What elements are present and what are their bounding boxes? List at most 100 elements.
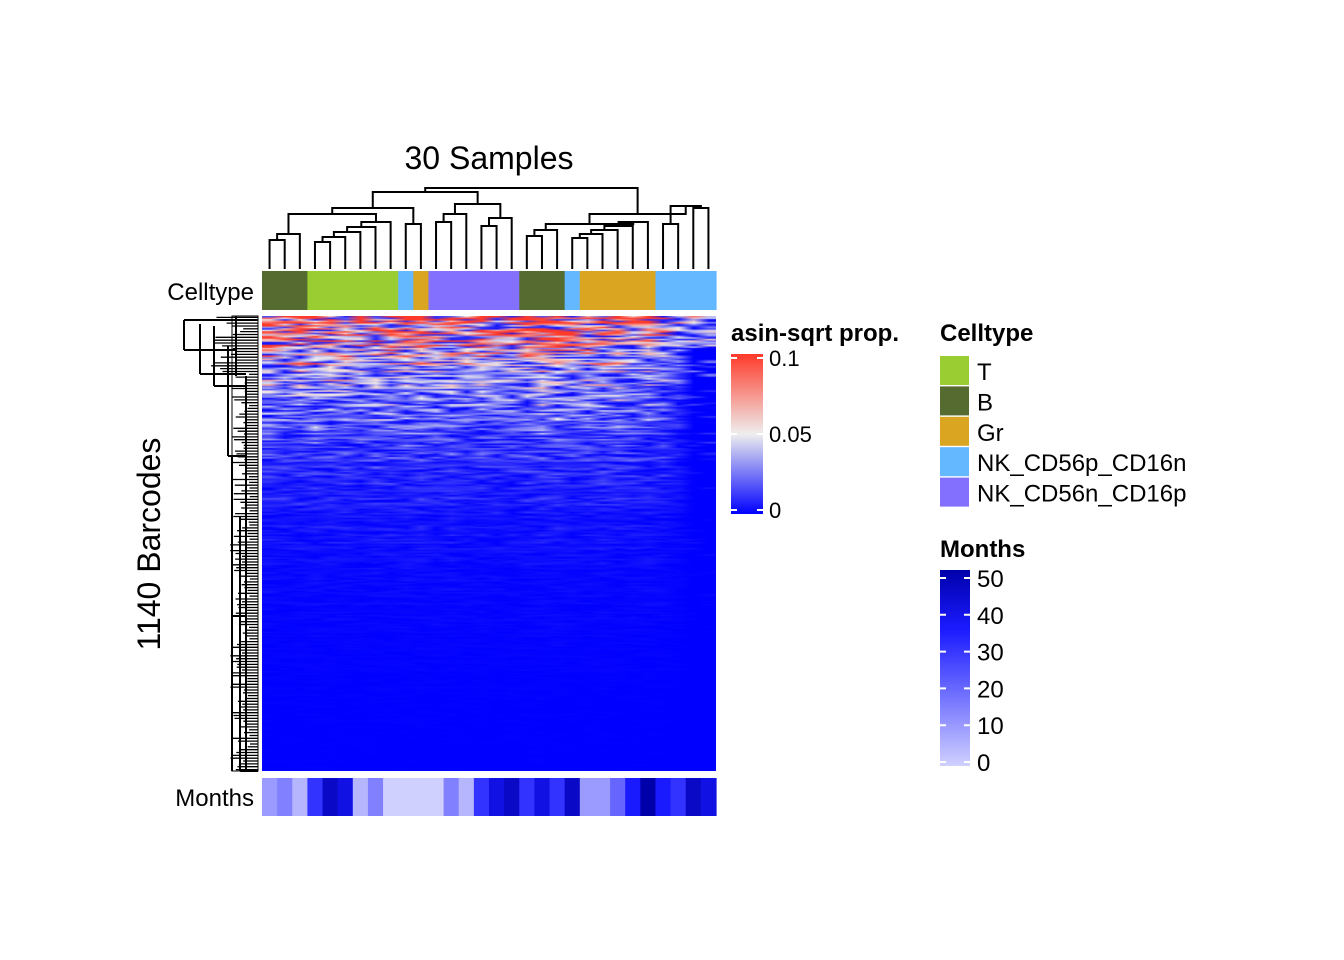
months-cell [367, 778, 384, 816]
months-cell [352, 778, 369, 816]
value-legend-title: asin-sqrt prop. [731, 320, 899, 347]
celltype-legend-swatch [940, 356, 969, 385]
celltype-legend-swatch [940, 386, 969, 416]
celltype-cell [655, 271, 672, 310]
celltype-annotation-bar [262, 271, 717, 310]
celltype-legend-label: NK_CD56p_CD16n [977, 450, 1186, 477]
months-cell [534, 778, 551, 816]
dendrogram-branch [404, 223, 422, 269]
celltype-cell [262, 271, 278, 310]
dendrogram-branch [662, 223, 680, 269]
dendrogram-branch [371, 191, 479, 208]
months-legend-tick-label: 10 [977, 713, 1004, 740]
celltype-legend-title: Celltype [940, 320, 1033, 347]
months-cell [428, 778, 445, 816]
celltype-legend-swatch [940, 477, 969, 507]
months-cell [640, 778, 657, 816]
dendrogram-branch [692, 207, 710, 269]
celltype-cell [292, 271, 308, 310]
months-cell [322, 778, 339, 816]
months-cell [443, 778, 460, 816]
months-cell [489, 778, 505, 816]
months-legend-tick-label: 0 [977, 750, 990, 777]
heatmap-body [262, 316, 716, 771]
row-dendrogram [183, 315, 259, 772]
months-cell [625, 778, 641, 816]
celltype-legend: Celltype TB Gr NK_CD56p_CD16n NK_CD56n_CD16… [940, 320, 1186, 508]
months-cell [292, 778, 308, 816]
dendrogram-branch [424, 187, 639, 214]
celltype-cell [413, 271, 430, 310]
celltype-legend-swatch [940, 447, 969, 477]
months-cell [519, 778, 535, 816]
celltype-cell [428, 271, 445, 310]
celltype-cell [640, 271, 657, 310]
months-cell [473, 778, 490, 816]
months-cell [579, 778, 596, 816]
celltype-cell [367, 271, 384, 310]
months-cell [277, 778, 293, 816]
months-cell [262, 778, 278, 816]
months-cell [655, 778, 672, 816]
months-annotation-bar [262, 778, 717, 816]
months-cell [549, 778, 566, 816]
celltype-cell [564, 271, 581, 310]
months-cell [413, 778, 430, 816]
months-annotation-label: Months [175, 785, 254, 812]
dendrogram-branch [525, 235, 543, 269]
dendrogram-branch [453, 203, 502, 218]
dendrogram-branch [287, 213, 377, 234]
celltype-legend-label: T [977, 359, 992, 386]
months-cell [685, 778, 702, 816]
dendrogram-branch [571, 237, 589, 269]
celltype-cell [670, 271, 687, 310]
months-cell [383, 778, 399, 816]
celltype-cell [610, 271, 626, 310]
value-legend-tick-label: 0 [769, 498, 781, 523]
celltype-cell [383, 271, 399, 310]
months-cell [458, 778, 475, 816]
celltype-cell [700, 271, 717, 310]
celltype-cell [534, 271, 551, 310]
celltype-cell [337, 271, 354, 310]
celltype-cell [322, 271, 339, 310]
celltype-cell [398, 271, 414, 310]
months-cell [504, 778, 520, 816]
value-legend: asin-sqrt prop. 0.1 0.05 0 [731, 320, 899, 523]
celltype-cell [352, 271, 369, 310]
months-legend-title: Months [940, 536, 1025, 563]
months-cell [564, 778, 581, 816]
row-dendrogram-branch [184, 319, 258, 772]
months-legend-tick-label: 50 [977, 566, 1004, 593]
months-cell [610, 778, 626, 816]
dendrogram-branch [313, 241, 332, 269]
months-legend-colorbar [940, 570, 970, 766]
value-legend-tick-label: 0.1 [769, 346, 800, 371]
celltype-cell [489, 271, 505, 310]
celltype-cell [594, 271, 611, 310]
celltype-cell [277, 271, 293, 310]
celltype-cell [307, 271, 324, 310]
months-cell [700, 778, 717, 816]
dendrogram-branch [480, 225, 498, 269]
celltype-cell [685, 271, 702, 310]
months-cell [398, 778, 414, 816]
months-cell [594, 778, 611, 816]
dendrogram-branch [268, 239, 286, 269]
celltype-cell [549, 271, 566, 310]
months-legend-tick-label: 30 [977, 640, 1004, 667]
value-legend-tick-label: 0.05 [769, 422, 812, 447]
celltype-legend-label: NK_CD56n_CD16p [977, 481, 1186, 508]
months-legend: Months 50 40 30 20 10 0 [940, 536, 1025, 777]
dendrogram-branch [590, 229, 619, 269]
celltype-legend-label: B [977, 389, 993, 416]
row-dendrogram-block [231, 315, 259, 772]
celltype-cell [473, 271, 490, 310]
column-dendrogram [268, 187, 710, 269]
dendrogram-branch [435, 221, 453, 269]
months-cell [337, 778, 354, 816]
dendrogram-branch [578, 233, 604, 269]
months-legend-tick-label: 40 [977, 603, 1004, 630]
celltype-cell [579, 271, 596, 310]
